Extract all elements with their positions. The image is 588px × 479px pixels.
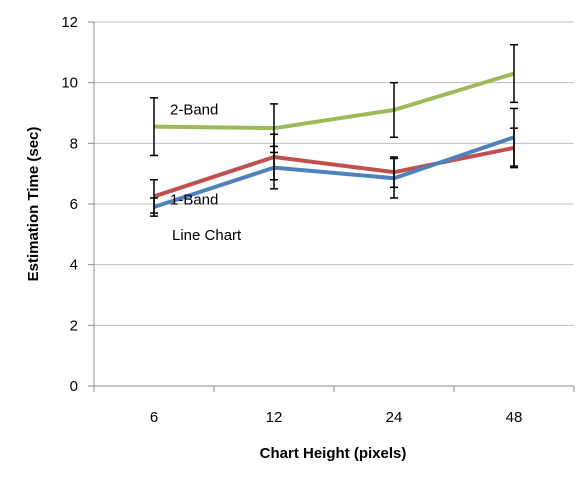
series-labels: 2-Band 1-Band Line Chart (170, 102, 242, 244)
x-axis-ticks: 6 12 24 48 (93, 386, 575, 426)
y-axis-title: Estimation Time (sec) (25, 127, 42, 282)
y-tick-label: 4 (70, 257, 78, 274)
error-bar (270, 145, 278, 190)
series-lines (153, 71, 515, 209)
x-axis-title: Chart Height (pixels) (260, 445, 407, 462)
x-tick-label: 24 (386, 409, 403, 426)
y-tick-label: 6 (70, 196, 78, 213)
error-bar (510, 44, 518, 104)
series-label: 1-Band (170, 191, 218, 208)
series-line-line-chart (153, 135, 515, 209)
y-tick-label: 2 (70, 317, 78, 334)
error-bar (150, 197, 158, 217)
x-tick-label: 12 (266, 409, 283, 426)
series-label: Line Chart (172, 227, 242, 244)
y-tick-label: 8 (70, 135, 78, 152)
series-label: 2-Band (170, 102, 218, 119)
error-bar (150, 97, 158, 157)
y-tick-label: 0 (70, 378, 78, 395)
gridlines (94, 21, 574, 326)
error-bar (510, 107, 518, 167)
error-bar (390, 81, 398, 139)
error-bars (150, 44, 518, 217)
x-tick-label: 48 (506, 409, 523, 426)
y-axis-ticks: 0 2 4 6 8 10 12 (61, 14, 94, 395)
y-tick-label: 12 (61, 14, 78, 31)
series-line-2-band (153, 71, 515, 131)
series-line-1-band (153, 145, 515, 199)
x-tick-label: 6 (150, 409, 158, 426)
y-tick-label: 10 (61, 75, 78, 92)
error-bar (390, 157, 398, 199)
